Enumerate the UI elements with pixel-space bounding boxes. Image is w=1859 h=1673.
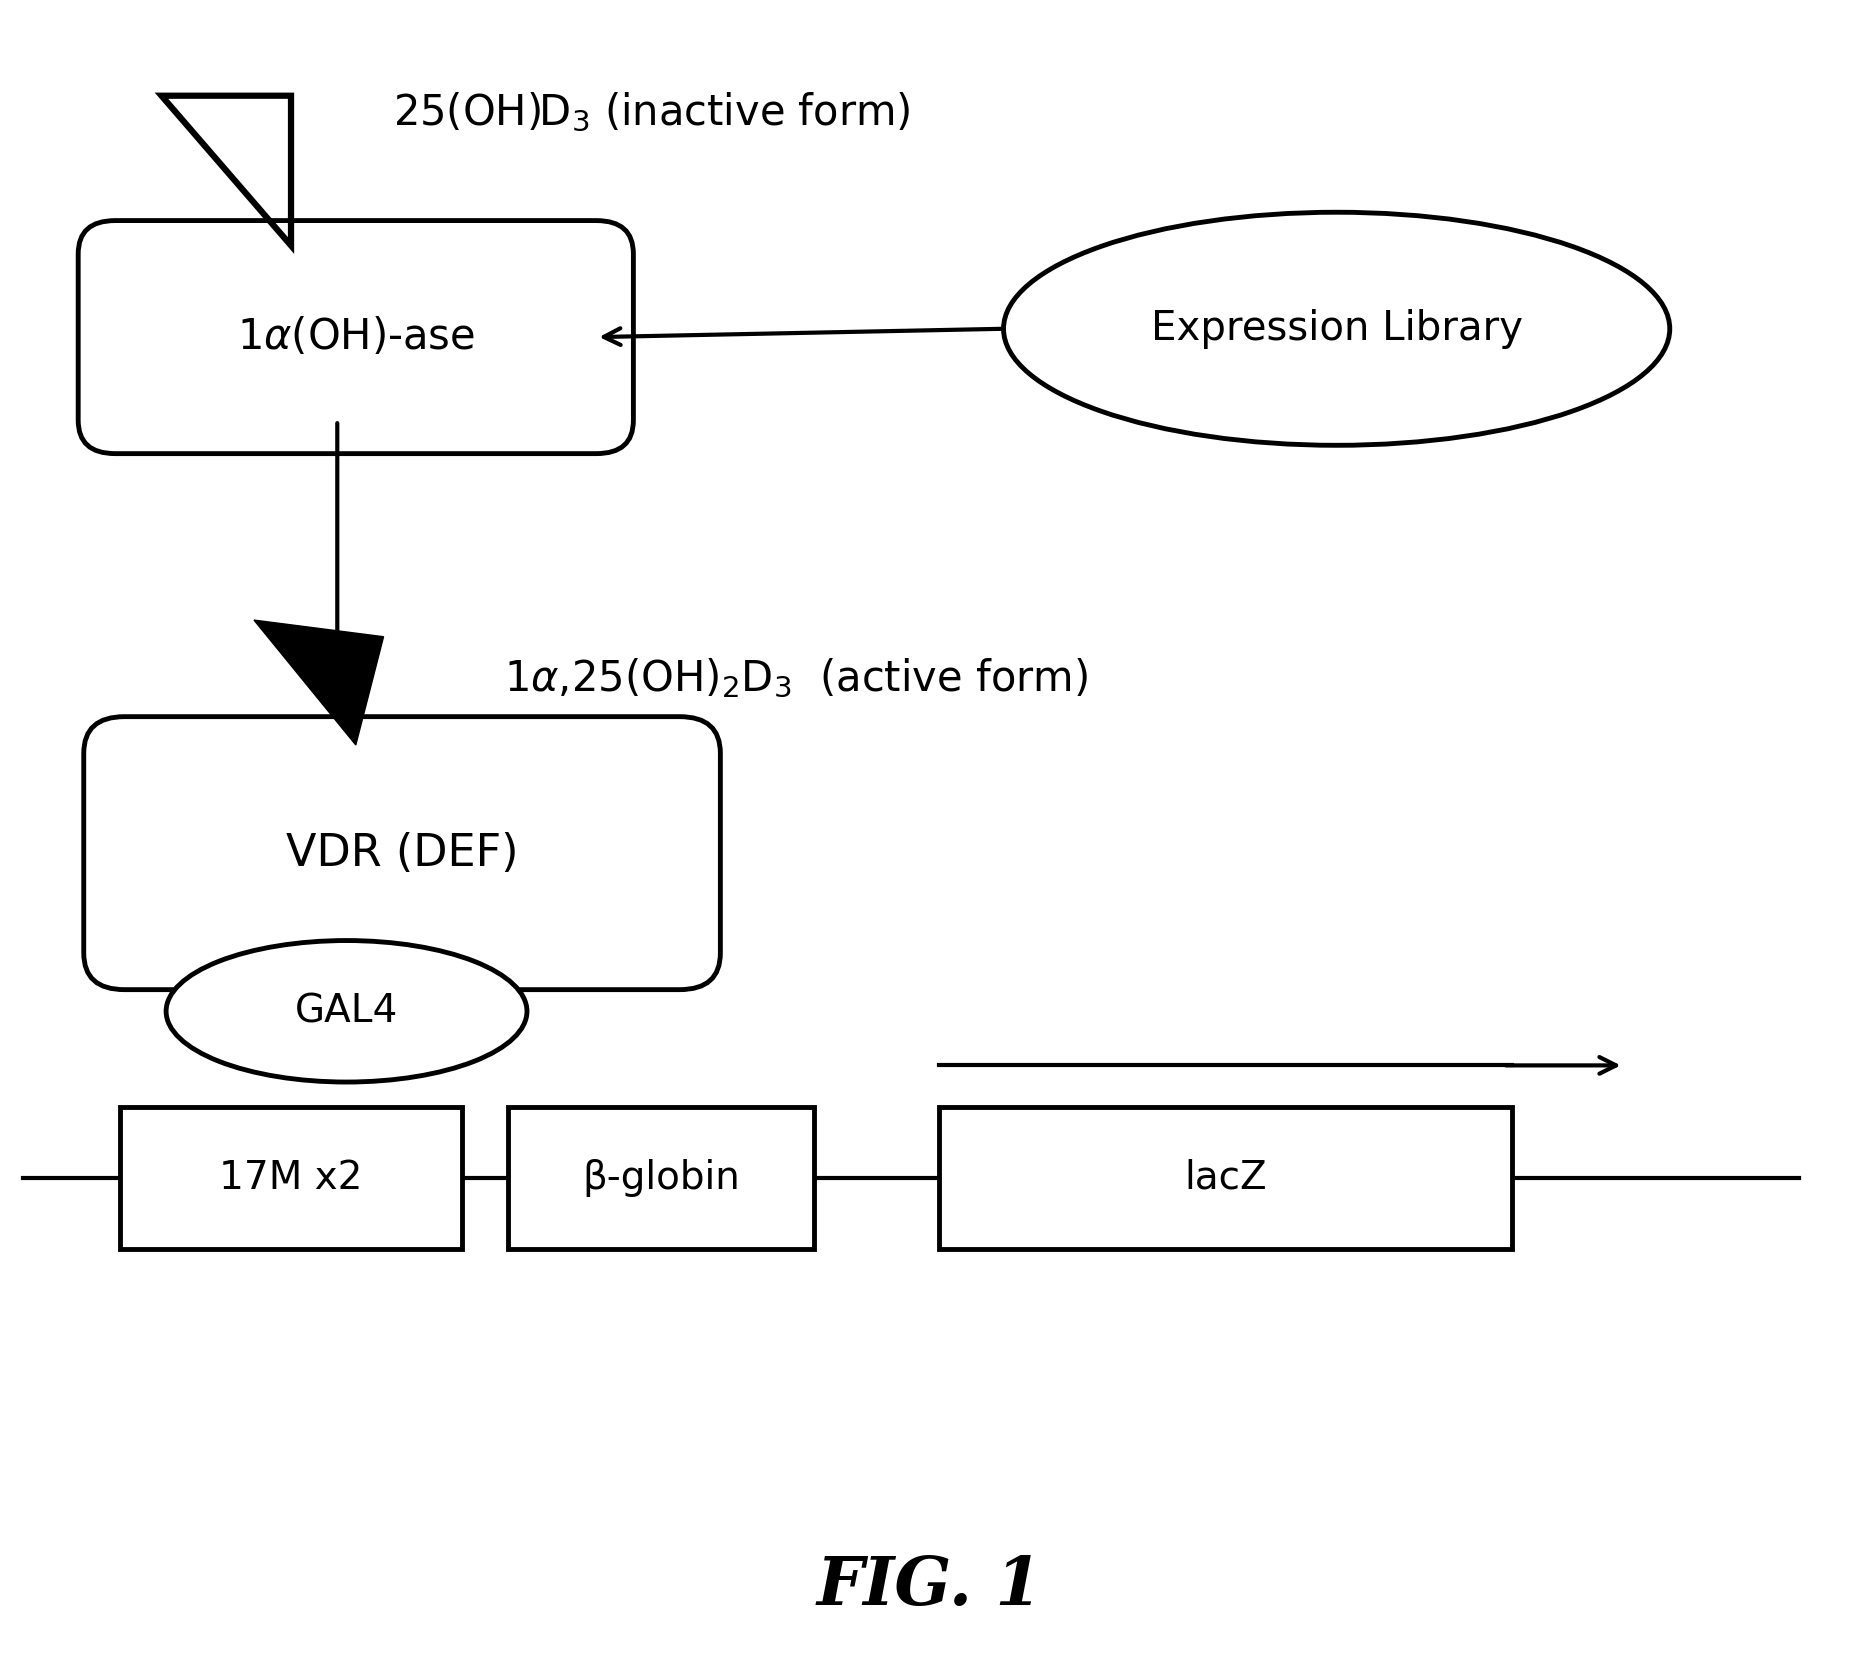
FancyBboxPatch shape [84,716,721,990]
FancyBboxPatch shape [78,221,634,453]
Text: GAL4: GAL4 [296,992,398,1031]
Polygon shape [255,621,383,744]
Text: FIG. 1: FIG. 1 [816,1554,1043,1619]
FancyBboxPatch shape [119,1108,463,1248]
Text: lacZ: lacZ [1184,1159,1268,1196]
FancyBboxPatch shape [509,1108,814,1248]
Text: 25(OH)D$_3$ (inactive form): 25(OH)D$_3$ (inactive form) [392,90,911,134]
Ellipse shape [165,940,526,1082]
Text: Expression Library: Expression Library [1151,310,1523,348]
Text: 17M x2: 17M x2 [219,1159,363,1196]
Text: 1$\alpha$(OH)-ase: 1$\alpha$(OH)-ase [236,316,474,358]
Text: VDR (DEF): VDR (DEF) [286,831,519,875]
FancyBboxPatch shape [939,1108,1513,1248]
Text: β-globin: β-globin [582,1159,740,1196]
Text: 1$\alpha$,25(OH)$_2$D$_3$  (active form): 1$\alpha$,25(OH)$_2$D$_3$ (active form) [504,657,1088,699]
Ellipse shape [1004,212,1669,445]
